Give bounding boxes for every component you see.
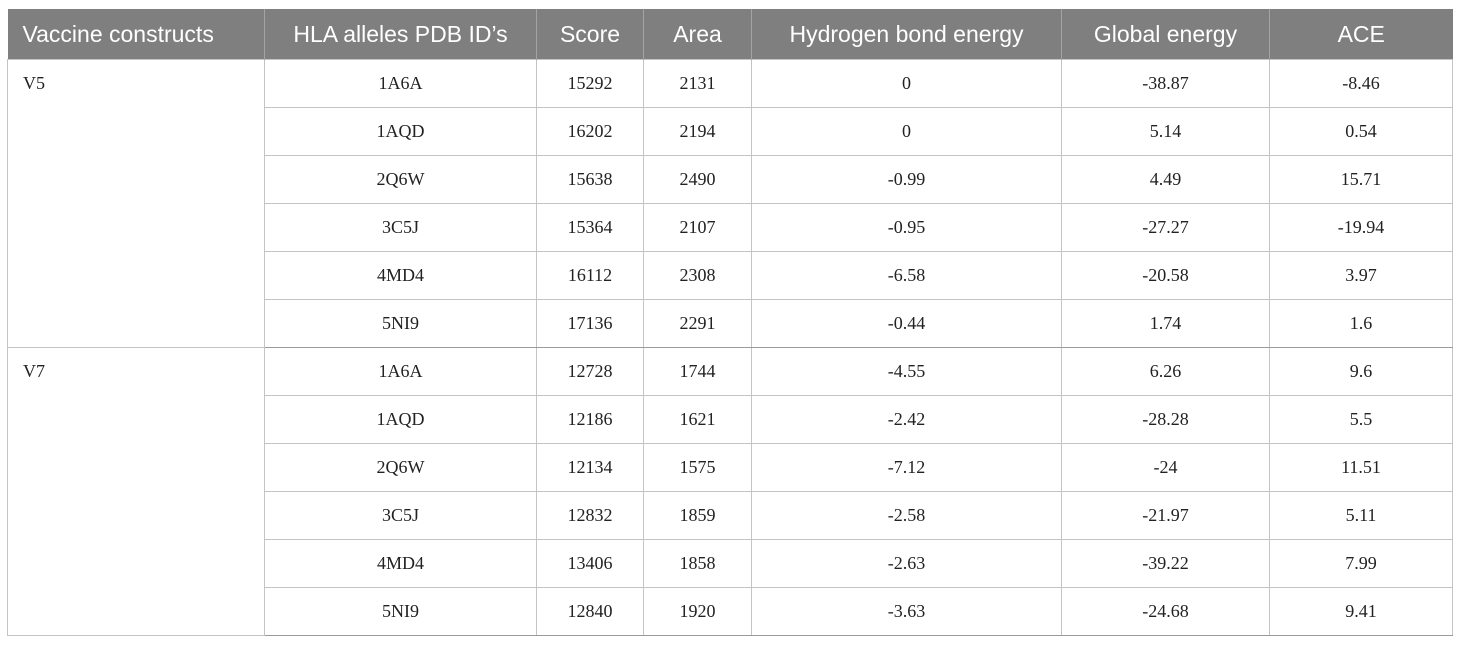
header-vaccine-constructs: Vaccine constructs — [7, 9, 265, 60]
hla-allele-cell: 4MD4 — [264, 251, 537, 300]
global-energy-cell: 1.74 — [1061, 299, 1270, 348]
ace-cell: 5.11 — [1269, 491, 1453, 540]
hydrogen-bond-energy-cell: -3.63 — [751, 587, 1062, 636]
area-cell: 1859 — [643, 491, 752, 540]
score-cell: 13406 — [536, 539, 644, 588]
area-cell: 2291 — [643, 299, 752, 348]
global-energy-cell: -24 — [1061, 443, 1270, 492]
ace-cell: 7.99 — [1269, 539, 1453, 588]
area-cell: 1575 — [643, 443, 752, 492]
table-body: V5 1A6A 15292 2131 0 -38.87 -8.46 1AQD 16202 2194… — [7, 59, 1453, 636]
score-cell: 17136 — [536, 299, 644, 348]
hydrogen-bond-energy-cell: -0.95 — [751, 203, 1062, 252]
header-ace: ACE — [1269, 9, 1453, 60]
area-cell: 2131 — [643, 59, 752, 108]
table-row: 5NI9 12840 1920 -3.63 -24.68 9.41 — [8, 587, 1453, 636]
score-cell: 12840 — [536, 587, 644, 636]
table-row: 4MD4 13406 1858 -2.63 -39.22 7.99 — [8, 539, 1453, 588]
ace-cell: -19.94 — [1269, 203, 1453, 252]
hydrogen-bond-energy-cell: -0.99 — [751, 155, 1062, 204]
area-cell: 2107 — [643, 203, 752, 252]
table-row: 2Q6W 15638 2490 -0.99 4.49 15.71 — [8, 155, 1453, 204]
hla-allele-cell: 2Q6W — [264, 443, 537, 492]
header-hla-alleles: HLA alleles PDB ID’s — [264, 9, 537, 60]
table-row: 3C5J 15364 2107 -0.95 -27.27 -19.94 — [8, 203, 1453, 252]
ace-cell: -8.46 — [1269, 59, 1453, 108]
area-cell: 1920 — [643, 587, 752, 636]
hla-allele-cell: 2Q6W — [264, 155, 537, 204]
score-cell: 12832 — [536, 491, 644, 540]
hydrogen-bond-energy-cell: -2.58 — [751, 491, 1062, 540]
hydrogen-bond-energy-cell: 0 — [751, 107, 1062, 156]
vaccine-construct-cell: V7 — [7, 347, 265, 636]
hla-allele-cell: 5NI9 — [264, 299, 537, 348]
area-cell: 1621 — [643, 395, 752, 444]
ace-cell: 3.97 — [1269, 251, 1453, 300]
table-row: 1AQD 16202 2194 0 5.14 0.54 — [8, 107, 1453, 156]
score-cell: 12728 — [536, 347, 644, 396]
global-energy-cell: -38.87 — [1061, 59, 1270, 108]
hydrogen-bond-energy-cell: -2.63 — [751, 539, 1062, 588]
area-cell: 1744 — [643, 347, 752, 396]
global-energy-cell: -27.27 — [1061, 203, 1270, 252]
ace-cell: 9.41 — [1269, 587, 1453, 636]
header-hydrogen-bond-energy: Hydrogen bond energy — [751, 9, 1062, 60]
hydrogen-bond-energy-cell: -6.58 — [751, 251, 1062, 300]
score-cell: 12134 — [536, 443, 644, 492]
score-cell: 15292 — [536, 59, 644, 108]
hydrogen-bond-energy-cell: -2.42 — [751, 395, 1062, 444]
global-energy-cell: 6.26 — [1061, 347, 1270, 396]
hla-allele-cell: 1A6A — [264, 347, 537, 396]
ace-cell: 5.5 — [1269, 395, 1453, 444]
score-cell: 16112 — [536, 251, 644, 300]
table-row: 2Q6W 12134 1575 -7.12 -24 11.51 — [8, 443, 1453, 492]
global-energy-cell: -21.97 — [1061, 491, 1270, 540]
area-cell: 2194 — [643, 107, 752, 156]
hydrogen-bond-energy-cell: -7.12 — [751, 443, 1062, 492]
hla-allele-cell: 3C5J — [264, 203, 537, 252]
table-row: V7 1A6A 12728 1744 -4.55 6.26 9.6 — [7, 347, 1453, 636]
ace-cell: 0.54 — [1269, 107, 1453, 156]
hla-allele-cell: 1AQD — [264, 107, 537, 156]
hydrogen-bond-energy-cell: -0.44 — [751, 299, 1062, 348]
ace-cell: 15.71 — [1269, 155, 1453, 204]
hydrogen-bond-energy-cell: -4.55 — [751, 347, 1062, 396]
score-cell: 15364 — [536, 203, 644, 252]
hla-allele-cell: 4MD4 — [264, 539, 537, 588]
hla-allele-cell: 1A6A — [264, 59, 537, 108]
table-row: V5 1A6A 15292 2131 0 -38.87 -8.46 — [7, 59, 1453, 348]
global-energy-cell: -39.22 — [1061, 539, 1270, 588]
hla-allele-cell: 5NI9 — [264, 587, 537, 636]
hla-allele-cell: 1AQD — [264, 395, 537, 444]
score-cell: 12186 — [536, 395, 644, 444]
global-energy-cell: -20.58 — [1061, 251, 1270, 300]
hydrogen-bond-energy-cell: 0 — [751, 59, 1062, 108]
area-cell: 1858 — [643, 539, 752, 588]
hla-allele-cell: 3C5J — [264, 491, 537, 540]
global-energy-cell: -24.68 — [1061, 587, 1270, 636]
header-score: Score — [536, 9, 644, 60]
ace-cell: 11.51 — [1269, 443, 1453, 492]
docking-results-table: Vaccine constructs HLA alleles PDB ID’s … — [7, 9, 1453, 636]
global-energy-cell: 5.14 — [1061, 107, 1270, 156]
header-row: Vaccine constructs HLA alleles PDB ID’s … — [7, 9, 1453, 60]
header-area: Area — [643, 9, 752, 60]
table-row: 3C5J 12832 1859 -2.58 -21.97 5.11 — [8, 491, 1453, 540]
header-global-energy: Global energy — [1061, 9, 1270, 60]
score-cell: 15638 — [536, 155, 644, 204]
vaccine-construct-cell: V5 — [7, 59, 265, 348]
ace-cell: 9.6 — [1269, 347, 1453, 396]
area-cell: 2308 — [643, 251, 752, 300]
global-energy-cell: -28.28 — [1061, 395, 1270, 444]
global-energy-cell: 4.49 — [1061, 155, 1270, 204]
ace-cell: 1.6 — [1269, 299, 1453, 348]
area-cell: 2490 — [643, 155, 752, 204]
score-cell: 16202 — [536, 107, 644, 156]
